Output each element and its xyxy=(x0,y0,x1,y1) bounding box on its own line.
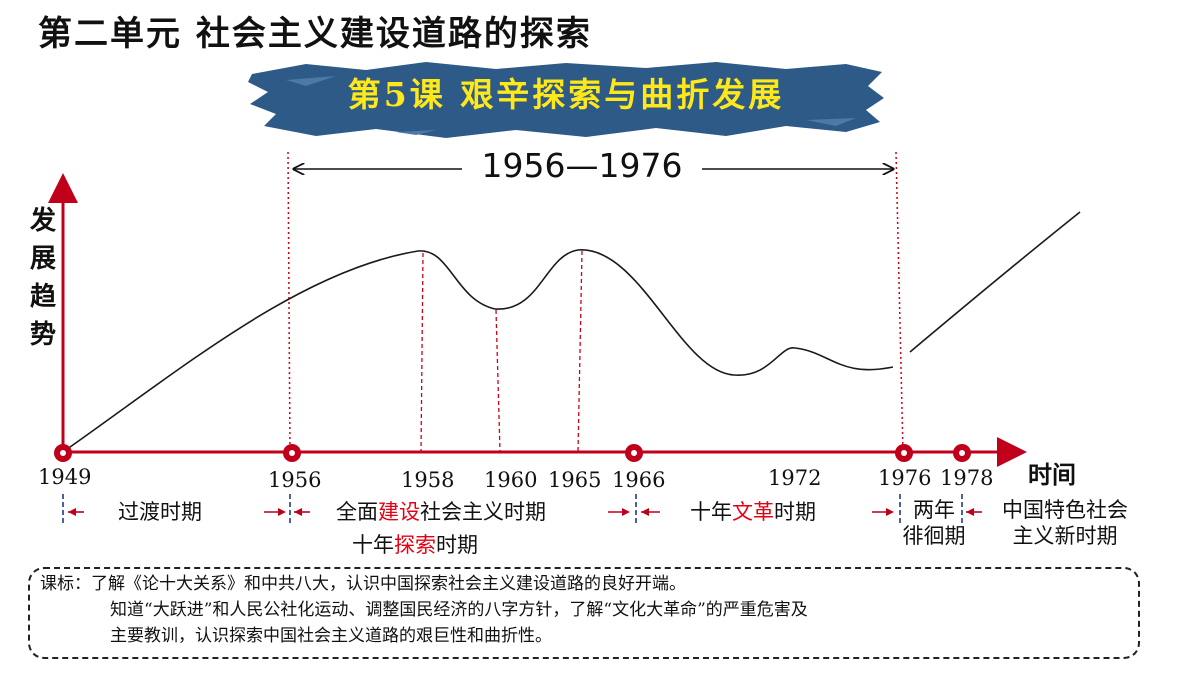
guide-1960 xyxy=(495,309,501,453)
guide-1965 xyxy=(577,250,583,453)
period-line: 徘徊期 xyxy=(902,524,966,548)
guide-1958 xyxy=(420,252,424,453)
y-axis-char: 趋 xyxy=(29,282,56,312)
year-1978: 1978 xyxy=(940,466,994,490)
period-text: 社会主义时期 xyxy=(420,500,546,524)
node-1978 xyxy=(953,444,971,462)
year-1966: 1966 xyxy=(612,468,666,492)
y-axis-label: 发 展 趋 势 xyxy=(26,202,60,354)
curriculum-line: 课标：了解《论十大关系》和中共八大，认识中国探索社会主义建设道路的良好开端。 xyxy=(40,574,686,594)
period-line: 中国特色社会 xyxy=(1002,498,1128,522)
development-curve xyxy=(62,249,894,453)
year-1972: 1972 xyxy=(768,466,822,490)
unit-title: 第二单元 社会主义建设道路的探索 xyxy=(38,14,592,54)
y-axis-char: 展 xyxy=(29,244,56,274)
y-axis-char: 势 xyxy=(29,320,56,350)
lesson-title: 第5课 艰辛探索与曲折发展 xyxy=(347,75,785,114)
node-1976 xyxy=(895,444,913,462)
period-line: 两年 xyxy=(913,498,955,522)
year-1965: 1965 xyxy=(548,468,602,492)
period-construction: 全面建设社会主义时期 xyxy=(336,499,546,525)
year-1949: 1949 xyxy=(38,465,92,489)
period-revolution: 十年文革时期 xyxy=(690,499,816,525)
period-text: 十年 xyxy=(352,533,394,557)
year-1960: 1960 xyxy=(484,468,538,492)
year-1956: 1956 xyxy=(268,468,322,492)
span-label: 1956—1976 xyxy=(462,146,702,185)
curriculum-line: 主要教训，认识探索中国社会主义道路的艰巨性和曲折性。 xyxy=(110,626,552,646)
curriculum-line: 知道“大跃进”和人民公社化运动、调整国民经济的八字方针，了解“文化大革命”的严重… xyxy=(110,600,808,620)
period-text: 时期 xyxy=(436,533,478,557)
period-highlight: 探索 xyxy=(394,533,436,557)
period-hesitation: 两年 徘徊期 xyxy=(898,497,970,549)
development-curve-new-era xyxy=(909,211,1081,353)
year-1958: 1958 xyxy=(401,468,455,492)
y-axis-char: 发 xyxy=(29,206,56,236)
node-1966 xyxy=(625,444,643,462)
node-1956 xyxy=(283,444,301,462)
period-new-era: 中国特色社会 主义新时期 xyxy=(990,497,1140,549)
curriculum-box: 课标：了解《论十大关系》和中共八大，认识中国探索社会主义建设道路的良好开端。 知… xyxy=(28,567,1140,659)
x-axis-label: 时间 xyxy=(1028,460,1076,489)
period-highlight: 建设 xyxy=(378,500,420,524)
period-highlight: 文革 xyxy=(732,500,774,524)
boundary-1956 xyxy=(287,151,291,453)
period-line: 主义新时期 xyxy=(1012,524,1118,548)
year-1976: 1976 xyxy=(878,466,932,490)
node-1949 xyxy=(54,444,72,462)
boundary-1976 xyxy=(895,151,904,453)
lesson-banner xyxy=(248,62,884,138)
period-text: 时期 xyxy=(774,500,816,524)
period-exploration: 十年探索时期 xyxy=(352,532,478,558)
period-dividers xyxy=(62,494,982,526)
period-transition: 过渡时期 xyxy=(118,500,202,524)
period-text: 十年 xyxy=(690,500,732,524)
period-text: 全面 xyxy=(336,500,378,524)
